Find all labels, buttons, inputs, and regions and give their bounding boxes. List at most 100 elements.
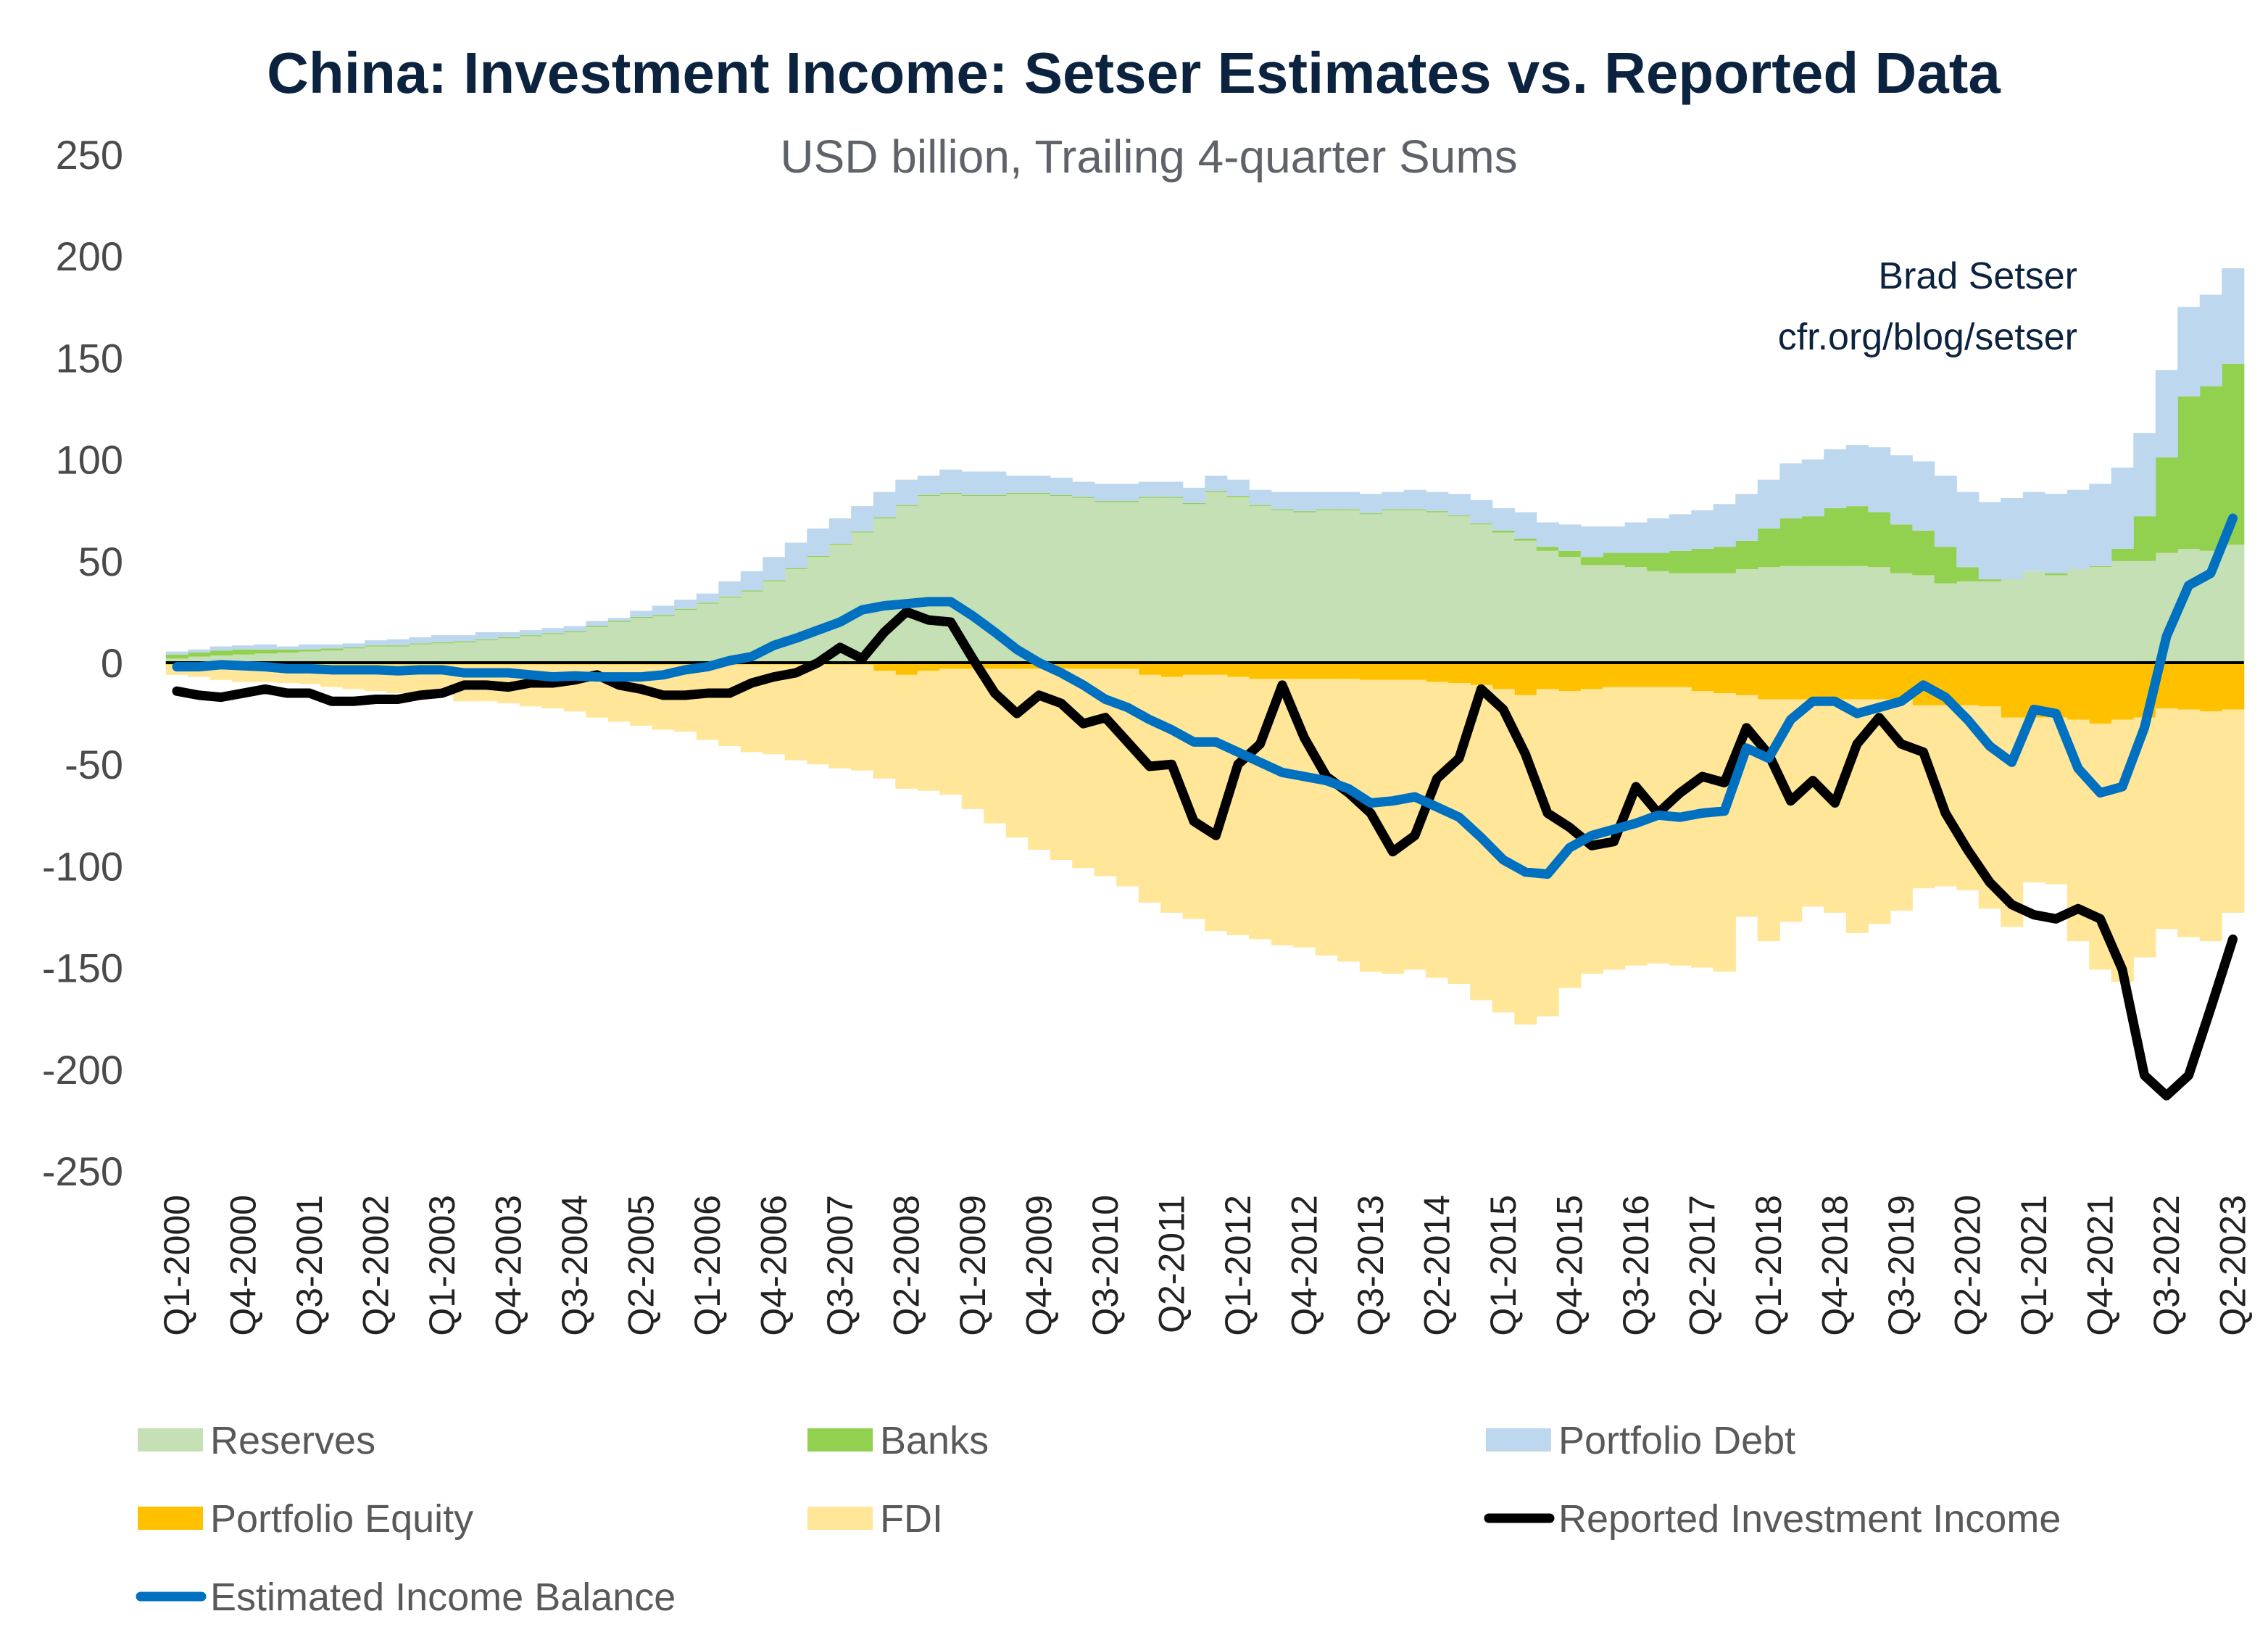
bar-portfolio-equity	[1757, 663, 1780, 700]
bar-portfolio-debt	[607, 618, 631, 621]
bar-banks	[298, 649, 321, 652]
bar-fdi	[851, 664, 874, 771]
bar-fdi	[1713, 693, 1736, 972]
x-tick-label: Q4-2009	[1019, 1195, 1060, 1336]
bar-reserves	[1160, 497, 1184, 663]
bar-portfolio-debt	[1337, 492, 1361, 510]
bar-reserves	[1978, 581, 2001, 663]
bar-fdi	[2177, 709, 2201, 937]
bar-banks	[1514, 538, 1537, 541]
y-tick-label: 0	[101, 640, 123, 686]
bar-reserves	[1647, 571, 1670, 663]
bar-banks	[497, 637, 520, 639]
bar-banks	[1536, 547, 1559, 551]
x-tick-label: Q1-2021	[2014, 1195, 2054, 1336]
bar-banks	[1426, 511, 1449, 513]
legend-label: Portfolio Debt	[1558, 1419, 1795, 1462]
bar-portfolio-equity	[2111, 663, 2134, 720]
bar-portfolio-debt	[320, 644, 344, 649]
bar-fdi	[1669, 687, 1692, 966]
bar-fdi	[895, 674, 918, 789]
bar-portfolio-equity	[1691, 663, 1714, 692]
bar-banks	[1669, 550, 1692, 574]
bar-fdi	[807, 664, 830, 765]
bar-portfolio-debt	[2111, 467, 2134, 549]
bar-portfolio-debt	[917, 476, 940, 495]
bar-reserves	[497, 638, 520, 663]
bar-portfolio-debt	[2022, 492, 2045, 571]
bar-fdi	[718, 664, 742, 746]
bar-portfolio-equity	[1271, 663, 1294, 679]
y-tick-label: -150	[42, 945, 123, 991]
bar-reserves	[652, 616, 675, 663]
bar-banks	[1005, 492, 1029, 494]
legend-label: Estimated Income Balance	[210, 1575, 676, 1619]
bar-portfolio-debt	[1691, 510, 1714, 549]
line-estimated-income-balance	[172, 513, 2238, 879]
bar-reserves	[1691, 573, 1714, 663]
bar-banks	[519, 635, 542, 637]
bar-reserves	[1558, 557, 1582, 663]
bar-banks	[1779, 518, 1803, 566]
legend-swatch	[807, 1507, 873, 1530]
bar-portfolio-debt	[1536, 522, 1559, 547]
bar-portfolio-debt	[409, 637, 432, 644]
bar-portfolio-equity	[1669, 663, 1692, 687]
bar-banks	[232, 649, 255, 655]
bar-reserves	[807, 557, 830, 663]
bar-reserves	[1624, 567, 1648, 663]
bar-banks	[939, 492, 963, 494]
bar-portfolio-debt	[1116, 484, 1139, 502]
bar-portfolio-debt	[1978, 502, 2001, 580]
bar-reserves	[342, 648, 365, 663]
bar-reserves	[1182, 504, 1205, 663]
bar-portfolio-equity	[1779, 663, 1803, 700]
bar-portfolio-debt	[1779, 463, 1803, 518]
legend-swatch	[1486, 1428, 1551, 1452]
bar-reserves	[232, 654, 255, 663]
bar-reserves	[1094, 502, 1117, 663]
bar-portfolio-debt	[1647, 518, 1670, 553]
x-tick-label: Q4-2000	[223, 1195, 264, 1336]
bar-portfolio-debt	[2001, 497, 2024, 580]
x-tick-label: Q3-2019	[1881, 1195, 1922, 1336]
bar-fdi	[1138, 674, 1161, 903]
bar-fdi	[1226, 676, 1250, 935]
bar-banks	[2133, 516, 2156, 561]
bar-portfolio-debt	[784, 542, 807, 568]
x-tick-label: Q2-2008	[886, 1195, 927, 1336]
credit-author: Brad Setser	[1878, 255, 2077, 297]
bar-reserves	[1116, 502, 1139, 663]
bar-banks	[984, 494, 1007, 497]
y-tick-label: -200	[42, 1047, 123, 1093]
bar-reserves	[1382, 510, 1405, 663]
bar-banks	[1735, 540, 1758, 570]
bar-reserves	[1226, 497, 1250, 663]
y-tick-label: 250	[56, 132, 123, 178]
bar-banks	[807, 555, 830, 558]
x-tick-label: Q1-2009	[952, 1195, 993, 1336]
bar-portfolio-debt	[2066, 489, 2090, 570]
bar-reserves	[1580, 565, 1603, 663]
bar-reserves	[2222, 544, 2245, 663]
bar-portfolio-debt	[563, 626, 586, 632]
x-tick-label: Q4-2018	[1815, 1195, 1856, 1336]
x-tick-label: Q3-2016	[1616, 1195, 1656, 1336]
bar-reserves	[365, 646, 388, 663]
bar-portfolio-equity	[1205, 663, 1228, 675]
bar-reserves	[1735, 569, 1758, 663]
x-tick-label: Q2-2002	[356, 1195, 396, 1336]
bar-portfolio-equity	[1382, 663, 1405, 680]
bar-fdi	[1315, 679, 1338, 956]
bar-banks	[1801, 516, 1824, 566]
bar-portfolio-debt	[1735, 494, 1758, 541]
bar-portfolio-equity	[1580, 663, 1603, 690]
bar-portfolio-debt	[1050, 477, 1073, 495]
bar-fdi	[1647, 687, 1670, 964]
bar-portfolio-equity	[1603, 663, 1626, 687]
bar-portfolio-equity	[1249, 663, 1272, 679]
y-tick-label: -50	[65, 742, 123, 787]
bar-portfolio-equity	[1735, 663, 1758, 695]
x-tick-label: Q4-2006	[754, 1195, 794, 1336]
bar-portfolio-debt	[1315, 492, 1338, 510]
